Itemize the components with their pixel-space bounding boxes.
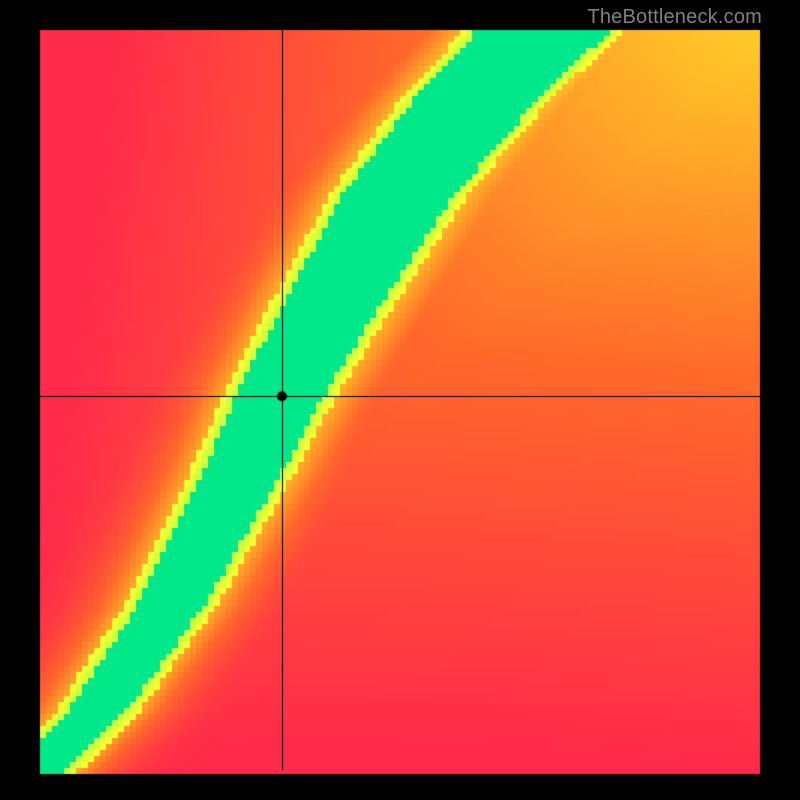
watermark-text: TheBottleneck.com [587,6,762,29]
chart-root: TheBottleneck.com [0,0,800,800]
bottleneck-heatmap-canvas [0,0,800,800]
